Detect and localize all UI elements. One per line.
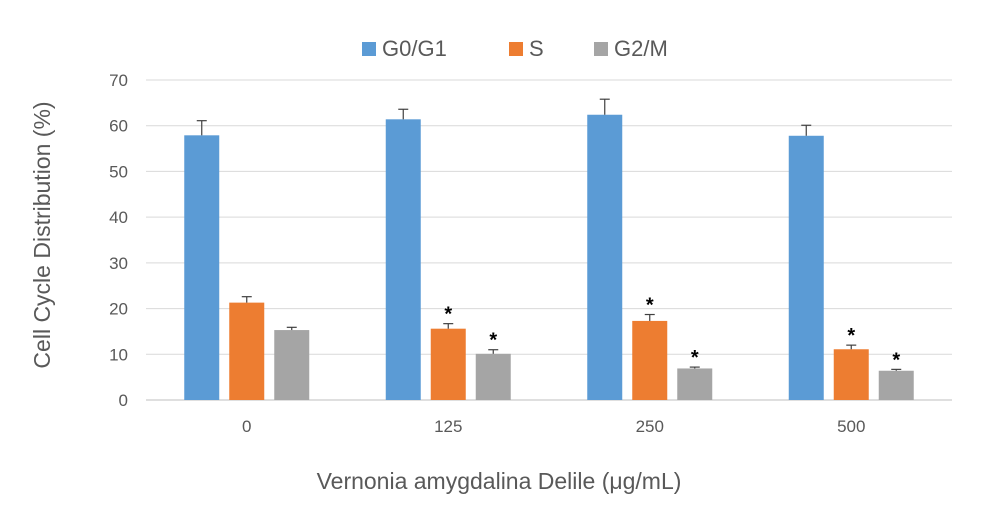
legend-swatch xyxy=(509,42,523,56)
x-tick-labels: 0 125 250 500 xyxy=(242,417,865,436)
x-tick-label: 125 xyxy=(434,417,462,436)
significance-asterisk: * xyxy=(691,347,699,369)
significance-asterisk: * xyxy=(892,349,900,371)
bar-g0-g1-0 xyxy=(184,135,220,401)
significance-asterisk: * xyxy=(444,304,452,326)
significance-asterisk: * xyxy=(847,325,855,347)
x-tick-label: 500 xyxy=(837,417,865,436)
bar-s-250 xyxy=(632,320,668,400)
y-tick-label: 10 xyxy=(109,345,128,364)
significance-asterisk: * xyxy=(646,295,654,317)
y-axis-label: Cell Cycle Distribution (%) xyxy=(29,101,55,368)
y-tick-label: 40 xyxy=(109,208,128,227)
bar-g0-g1-125 xyxy=(385,119,421,401)
y-tick-label: 30 xyxy=(109,254,128,273)
bar-g2-m-125 xyxy=(475,353,511,400)
bar-g2-m-0 xyxy=(274,330,310,400)
legend-label: G2/M xyxy=(614,36,668,61)
y-tick-label: 50 xyxy=(109,162,128,181)
bar-s-0 xyxy=(229,302,265,400)
y-tick-label: 60 xyxy=(109,117,128,136)
x-axis-label: Vernonia amygdalina Delile (μg/mL) xyxy=(317,468,682,494)
legend-swatch xyxy=(594,42,608,56)
significance-markers: * * * * * * xyxy=(444,295,900,372)
legend-label: G0/G1 xyxy=(382,36,447,61)
y-tick-label: 0 xyxy=(119,391,128,410)
bar-g2-m-250 xyxy=(677,368,713,400)
legend: G0/G1 S G2/M xyxy=(362,36,668,61)
bar-s-500 xyxy=(833,349,869,400)
bars xyxy=(184,114,914,401)
x-tick-label: 0 xyxy=(242,417,251,436)
y-tick-labels: 0 10 20 30 40 50 60 70 xyxy=(109,71,128,410)
legend-label: S xyxy=(529,36,544,61)
gridlines xyxy=(146,79,952,401)
y-tick-label: 20 xyxy=(109,300,128,319)
bar-g0-g1-500 xyxy=(788,135,824,400)
significance-asterisk: * xyxy=(489,330,497,352)
legend-swatch xyxy=(362,42,376,56)
x-tick-label: 250 xyxy=(636,417,664,436)
error-bars xyxy=(196,98,902,371)
bar-g2-m-500 xyxy=(878,370,914,400)
bar-s-125 xyxy=(430,328,466,400)
y-tick-label: 70 xyxy=(109,71,128,90)
bar-g0-g1-250 xyxy=(587,114,623,400)
